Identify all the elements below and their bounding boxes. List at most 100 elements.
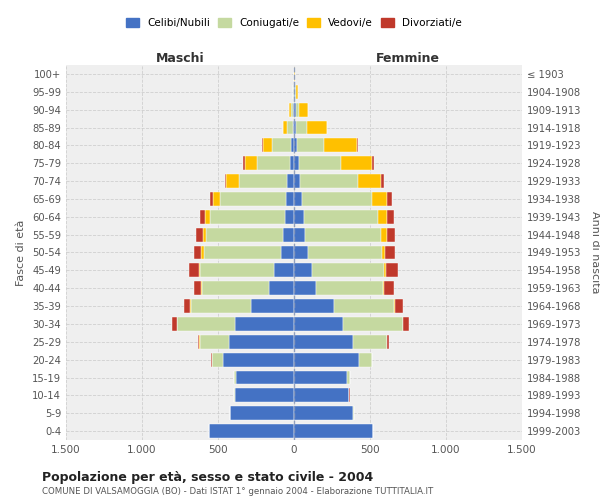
Bar: [341, 156, 371, 170]
Bar: [294, 335, 353, 349]
Bar: [372, 192, 388, 206]
Bar: [172, 317, 176, 331]
Bar: [334, 299, 394, 313]
Bar: [296, 102, 299, 117]
Bar: [294, 138, 297, 152]
Bar: [230, 406, 294, 420]
Bar: [202, 281, 269, 295]
Bar: [384, 281, 394, 295]
Bar: [385, 246, 395, 260]
Bar: [383, 281, 384, 295]
Bar: [201, 281, 202, 295]
Bar: [286, 192, 294, 206]
Bar: [285, 210, 294, 224]
Bar: [294, 210, 304, 224]
Bar: [394, 299, 395, 313]
Bar: [371, 352, 373, 366]
Bar: [294, 299, 334, 313]
Bar: [236, 370, 294, 384]
Bar: [308, 246, 382, 260]
Bar: [294, 388, 349, 402]
Bar: [293, 120, 294, 134]
Bar: [294, 281, 316, 295]
Bar: [209, 192, 212, 206]
Bar: [211, 210, 285, 224]
Bar: [294, 246, 308, 260]
Bar: [220, 192, 286, 206]
Bar: [191, 299, 251, 313]
Bar: [379, 210, 388, 224]
Bar: [371, 156, 374, 170]
Bar: [387, 228, 395, 241]
Bar: [212, 192, 220, 206]
Bar: [302, 192, 372, 206]
Bar: [359, 352, 371, 366]
Bar: [294, 424, 373, 438]
Bar: [235, 317, 294, 331]
Bar: [281, 246, 294, 260]
Text: Maschi: Maschi: [155, 52, 205, 65]
Bar: [343, 317, 403, 331]
Bar: [234, 370, 236, 384]
Bar: [305, 228, 382, 241]
Bar: [385, 264, 386, 278]
Bar: [201, 246, 203, 260]
Y-axis label: Anni di nascita: Anni di nascita: [590, 211, 599, 294]
Bar: [200, 264, 274, 278]
Bar: [294, 370, 347, 384]
Bar: [294, 192, 302, 206]
Bar: [299, 102, 308, 117]
Bar: [316, 281, 383, 295]
Bar: [382, 228, 387, 241]
Bar: [198, 335, 199, 349]
Bar: [226, 174, 239, 188]
Bar: [203, 228, 206, 241]
Bar: [388, 192, 392, 206]
Bar: [194, 281, 201, 295]
Bar: [296, 85, 298, 99]
Text: Popolazione per età, sesso e stato civile - 2004: Popolazione per età, sesso e stato civil…: [42, 471, 373, 484]
Text: Femmine: Femmine: [376, 52, 440, 65]
Bar: [223, 352, 294, 366]
Y-axis label: Fasce di età: Fasce di età: [16, 220, 26, 286]
Bar: [293, 102, 294, 117]
Bar: [211, 352, 212, 366]
Bar: [287, 174, 294, 188]
Bar: [387, 335, 389, 349]
Bar: [291, 102, 293, 117]
Bar: [294, 406, 353, 420]
Bar: [262, 138, 263, 152]
Bar: [382, 246, 385, 260]
Bar: [200, 210, 205, 224]
Bar: [283, 228, 294, 241]
Bar: [300, 174, 358, 188]
Bar: [184, 299, 190, 313]
Bar: [272, 138, 291, 152]
Bar: [299, 156, 341, 170]
Bar: [235, 388, 294, 402]
Bar: [380, 174, 383, 188]
Bar: [295, 85, 296, 99]
Bar: [234, 388, 235, 402]
Bar: [297, 138, 323, 152]
Bar: [294, 317, 343, 331]
Bar: [287, 120, 293, 134]
Bar: [244, 156, 245, 170]
Bar: [294, 174, 300, 188]
Bar: [291, 138, 294, 152]
Bar: [294, 120, 296, 134]
Bar: [403, 317, 409, 331]
Bar: [357, 138, 358, 152]
Bar: [177, 317, 235, 331]
Bar: [386, 264, 398, 278]
Bar: [307, 120, 326, 134]
Bar: [188, 264, 199, 278]
Bar: [294, 264, 312, 278]
Bar: [347, 370, 350, 384]
Bar: [289, 102, 291, 117]
Bar: [257, 156, 290, 170]
Bar: [294, 102, 296, 117]
Bar: [229, 335, 294, 349]
Bar: [294, 228, 305, 241]
Bar: [312, 264, 385, 278]
